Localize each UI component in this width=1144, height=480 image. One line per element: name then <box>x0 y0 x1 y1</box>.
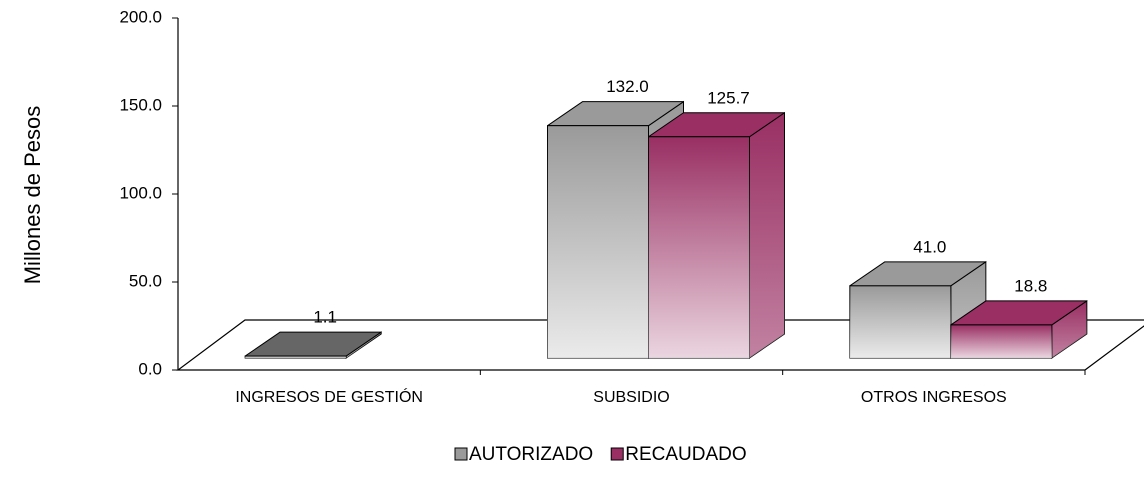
bar-shine <box>648 136 750 358</box>
bar-top <box>244 331 382 357</box>
bar-shine <box>245 356 347 358</box>
x-tick-label: OTROS INGRESOS <box>861 389 1007 406</box>
value-label: 41.0 <box>913 237 946 256</box>
y-tick-label: 200.0 <box>119 7 162 26</box>
y-tick-label: 100.0 <box>119 183 162 202</box>
bar-side-shade <box>749 112 785 358</box>
x-tick-label: SUBSIDIO <box>593 389 669 406</box>
value-label: 1.1 <box>313 308 337 327</box>
legend-swatch <box>454 447 468 461</box>
value-label: 125.7 <box>707 88 750 107</box>
bar-shine <box>849 285 951 358</box>
value-label: 18.8 <box>1014 276 1047 295</box>
y-axis-label: Millones de Pesos <box>20 106 45 285</box>
bar-side-shade <box>1051 300 1087 358</box>
bar-shine <box>950 324 1052 358</box>
legend-label: RECAUDADO <box>625 444 746 465</box>
legend-label: AUTORIZADO <box>469 444 593 465</box>
y-tick-label: 0.0 <box>138 359 162 378</box>
x-tick-label: INGRESOS DE GESTIÓN <box>235 387 423 406</box>
value-label: 132.0 <box>606 77 649 96</box>
bar-shine <box>547 125 649 359</box>
legend-swatch <box>610 447 624 461</box>
y-tick-label: 150.0 <box>119 95 162 114</box>
y-tick-label: 50.0 <box>129 271 162 290</box>
